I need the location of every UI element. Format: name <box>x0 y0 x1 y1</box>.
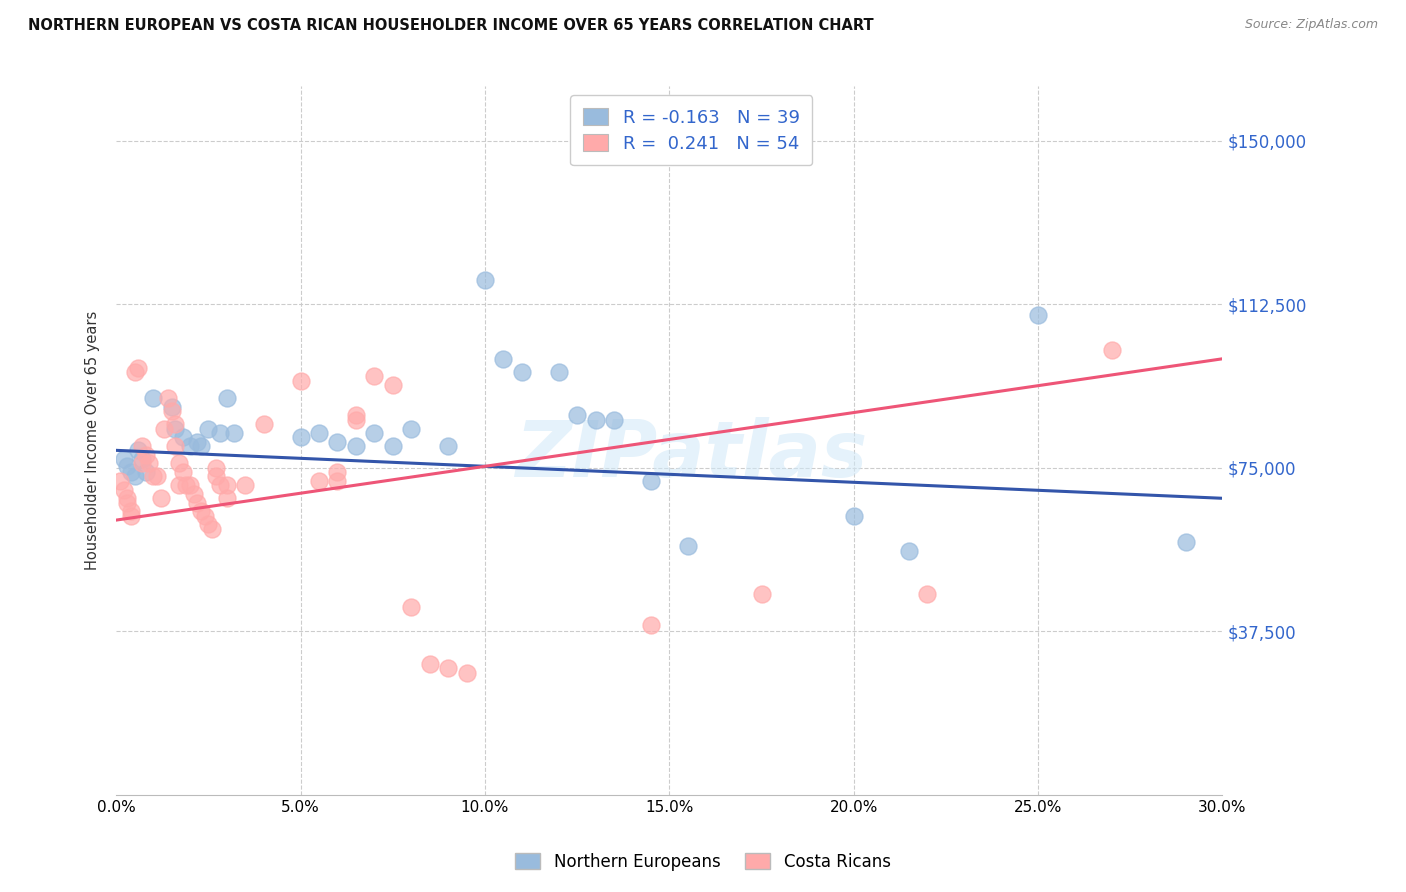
Point <box>381 439 404 453</box>
Y-axis label: Householder Income Over 65 years: Householder Income Over 65 years <box>86 311 100 570</box>
Point <box>363 369 385 384</box>
Point <box>120 465 142 479</box>
Point <box>437 661 460 675</box>
Point <box>474 273 496 287</box>
Text: NORTHERN EUROPEAN VS COSTA RICAN HOUSEHOLDER INCOME OVER 65 YEARS CORRELATION CH: NORTHERN EUROPEAN VS COSTA RICAN HOUSEHO… <box>28 18 873 33</box>
Point <box>253 417 276 432</box>
Point <box>165 421 187 435</box>
Text: ZIPatlas: ZIPatlas <box>516 417 868 492</box>
Point <box>842 508 865 523</box>
Point <box>117 458 139 473</box>
Point <box>142 391 165 405</box>
Point <box>510 365 533 379</box>
Legend: Northern Europeans, Costa Ricans: Northern Europeans, Costa Ricans <box>508 845 898 880</box>
Point <box>208 478 231 492</box>
Point <box>160 404 183 418</box>
Point <box>186 496 208 510</box>
Point <box>215 478 238 492</box>
Point <box>326 434 349 449</box>
Point <box>547 365 569 379</box>
Point <box>120 504 142 518</box>
Point <box>215 491 238 506</box>
Text: Source: ZipAtlas.com: Source: ZipAtlas.com <box>1244 18 1378 31</box>
Point <box>751 587 773 601</box>
Point <box>290 374 312 388</box>
Point <box>205 469 228 483</box>
Point <box>131 452 153 467</box>
Point <box>117 496 139 510</box>
Point <box>1174 534 1197 549</box>
Point <box>197 421 219 435</box>
Point <box>898 543 921 558</box>
Point <box>160 400 183 414</box>
Point <box>197 517 219 532</box>
Point <box>117 491 139 506</box>
Point <box>1101 343 1123 357</box>
Point <box>585 413 607 427</box>
Point <box>112 452 135 467</box>
Point <box>190 439 212 453</box>
Point <box>492 351 515 366</box>
Point <box>165 417 187 432</box>
Point <box>131 457 153 471</box>
Point <box>108 474 131 488</box>
Point <box>640 617 662 632</box>
Point <box>138 457 160 471</box>
Point <box>344 439 367 453</box>
Point <box>165 439 187 453</box>
Point <box>399 421 422 435</box>
Point <box>142 469 165 483</box>
Point <box>419 657 441 671</box>
Point <box>124 469 146 483</box>
Point <box>437 439 460 453</box>
Point <box>1026 308 1049 322</box>
Point <box>146 469 169 483</box>
Point <box>363 425 385 440</box>
Point <box>676 539 699 553</box>
Point <box>640 474 662 488</box>
Point <box>179 439 201 453</box>
Point <box>326 465 349 479</box>
Point <box>172 430 194 444</box>
Point <box>201 522 224 536</box>
Point <box>456 665 478 680</box>
Point <box>603 413 626 427</box>
Point <box>153 421 176 435</box>
Point <box>127 360 149 375</box>
Point <box>172 465 194 479</box>
Point <box>176 478 198 492</box>
Point <box>194 508 217 523</box>
Point <box>565 409 588 423</box>
Point <box>167 478 190 492</box>
Point <box>344 413 367 427</box>
Point <box>112 483 135 497</box>
Point <box>399 600 422 615</box>
Point <box>205 460 228 475</box>
Point <box>135 448 157 462</box>
Point <box>215 391 238 405</box>
Point <box>224 425 246 440</box>
Legend: R = -0.163   N = 39, R =  0.241   N = 54: R = -0.163 N = 39, R = 0.241 N = 54 <box>571 95 813 166</box>
Point <box>149 491 172 506</box>
Point <box>917 587 939 601</box>
Point <box>124 365 146 379</box>
Point <box>183 487 205 501</box>
Point <box>344 409 367 423</box>
Point <box>156 391 179 405</box>
Point <box>290 430 312 444</box>
Point <box>308 425 330 440</box>
Point <box>131 439 153 453</box>
Point <box>186 434 208 449</box>
Point <box>208 425 231 440</box>
Point <box>190 504 212 518</box>
Point <box>233 478 256 492</box>
Point <box>326 474 349 488</box>
Point <box>179 478 201 492</box>
Point <box>381 378 404 392</box>
Point <box>127 443 149 458</box>
Point <box>308 474 330 488</box>
Point <box>135 465 157 479</box>
Point <box>120 508 142 523</box>
Point <box>167 457 190 471</box>
